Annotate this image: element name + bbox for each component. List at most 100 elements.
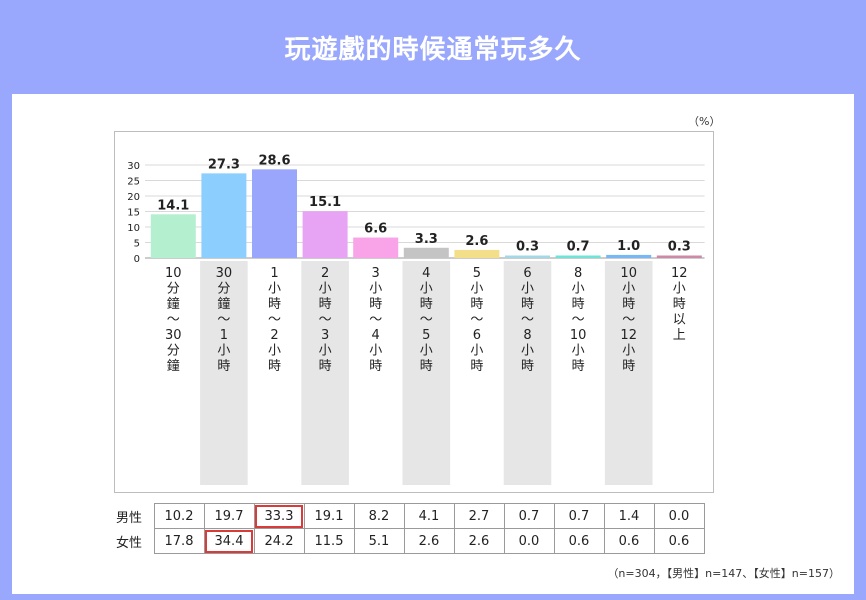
category-label-line: 12 bbox=[620, 328, 637, 343]
category-label-line: 小 bbox=[622, 282, 635, 297]
category-label-line: 時 bbox=[673, 297, 686, 312]
breakdown-cell: 0.7 bbox=[503, 503, 555, 529]
breakdown-row-label: 男性 bbox=[116, 510, 143, 526]
breakdown-row: 女性 17.8 34.4 24.2 11.5 5.1 2.6 2.6 0.0 0.6 0.6 0.6 bbox=[114, 528, 705, 554]
category-label-line: 小 bbox=[673, 282, 686, 297]
breakdown-cell: 17.8 bbox=[153, 528, 205, 554]
category-label: 5 小時～ 6 小時 bbox=[470, 266, 483, 374]
breakdown-cell: 0.7 bbox=[553, 503, 605, 529]
category-label-line: 小 bbox=[369, 282, 382, 297]
breakdown-cell: 0.6 bbox=[603, 528, 655, 554]
category-label-line: 時 bbox=[622, 359, 635, 374]
category-label-line: 3 bbox=[372, 266, 380, 281]
category-label-line: 時 bbox=[622, 297, 635, 312]
category-label-line: 鐘 bbox=[217, 296, 230, 312]
category-label-line: 4 bbox=[422, 266, 430, 281]
chart-frame: 0 5 10 15 20 25 30 14.1 10 分鐘～ 30 分鐘 27.3 30 分鐘～ 1 小時 28.… bbox=[114, 131, 714, 493]
category-label-line: 分 bbox=[167, 282, 180, 297]
data-label: 0.7 bbox=[567, 240, 590, 255]
category-label-line: 2 bbox=[321, 266, 329, 281]
category-label: 4 小時～ 5 小時 bbox=[420, 266, 433, 374]
category-label-line: 時 bbox=[521, 359, 534, 374]
category-label-line: 小 bbox=[319, 344, 332, 359]
category-label-line: 時 bbox=[369, 297, 382, 312]
category-label-line: 時 bbox=[268, 297, 281, 312]
bar bbox=[606, 254, 652, 258]
category-label-line: 時 bbox=[572, 297, 585, 312]
bar bbox=[656, 255, 702, 258]
category-label-line: 小 bbox=[268, 282, 281, 297]
category-label-line: 4 bbox=[372, 328, 380, 343]
data-label: 3.3 bbox=[415, 232, 438, 247]
breakdown-cell: 1.4 bbox=[603, 503, 655, 529]
y-tick-label: 0 bbox=[134, 254, 140, 265]
category-label-line: 10 bbox=[165, 266, 182, 281]
page-title: 玩遊戲的時候通常玩多久 bbox=[284, 35, 582, 65]
shaded-column bbox=[301, 261, 349, 485]
breakdown-cell-highlighted: 33.3 bbox=[253, 503, 305, 529]
breakdown-cell: 8.2 bbox=[353, 503, 405, 529]
category-label-line: 2 bbox=[270, 328, 278, 343]
category-label-line: 小 bbox=[420, 344, 433, 359]
bar bbox=[302, 211, 348, 258]
category-label-line: 8 bbox=[574, 266, 582, 281]
category-label-line: 30 bbox=[216, 266, 233, 281]
category-label: 30 分鐘～ 1 小時 bbox=[216, 266, 233, 374]
data-label: 2.6 bbox=[465, 234, 488, 249]
category-label: 6 小時～ 8 小時 bbox=[521, 266, 534, 374]
breakdown-cell: 10.2 bbox=[153, 503, 205, 529]
y-tick-label: 5 bbox=[134, 239, 140, 250]
breakdown-row-label: 女性 bbox=[116, 535, 143, 551]
y-tick-label: 15 bbox=[127, 208, 140, 219]
category-label-line: 8 bbox=[523, 328, 531, 343]
category-label-line: 5 bbox=[422, 328, 430, 343]
category-label-line: 時 bbox=[268, 359, 281, 374]
category-label-line: 6 bbox=[523, 266, 531, 281]
bar bbox=[505, 255, 550, 258]
y-tick-label: 10 bbox=[127, 223, 140, 234]
breakdown-cell: 5.1 bbox=[353, 528, 405, 554]
category-label-line: 小 bbox=[268, 344, 281, 359]
sample-size-footnote: （n=304，【男性】n=147、【女性】n=157） bbox=[607, 567, 840, 580]
category-label-line: 時 bbox=[420, 297, 433, 312]
data-label: 0.3 bbox=[516, 240, 539, 255]
breakdown-cell: 0.6 bbox=[653, 528, 705, 554]
category-label: 10 分鐘～ 30 分鐘 bbox=[165, 266, 182, 374]
breakdown-cell: 2.7 bbox=[453, 503, 505, 529]
category-label-line: 12 bbox=[671, 266, 688, 281]
category-label-line: ～ bbox=[167, 313, 180, 328]
breakdown-row: 男性 10.2 19.7 33.3 19.1 8.2 4.1 2.7 0.7 0.7 1.4 0.0 bbox=[114, 503, 705, 529]
category-label-line: 以 bbox=[673, 313, 686, 328]
data-label: 14.1 bbox=[157, 198, 189, 213]
category-label-line: 時 bbox=[319, 359, 332, 374]
category-label-line: ～ bbox=[572, 313, 585, 328]
category-label-line: 小 bbox=[217, 344, 230, 359]
category-label-line: 小 bbox=[470, 344, 483, 359]
category-label-line: 時 bbox=[420, 359, 433, 374]
category-label: 12 小時以上 bbox=[671, 266, 688, 343]
bar bbox=[201, 173, 247, 258]
data-label: 27.3 bbox=[208, 157, 240, 172]
category-label-line: 分 bbox=[217, 282, 230, 297]
category-label: 10 小時～ 12 小時 bbox=[620, 266, 637, 374]
category-label-line: 小 bbox=[319, 282, 332, 297]
breakdown-cell: 19.1 bbox=[303, 503, 355, 529]
category-label-line: ～ bbox=[319, 313, 332, 328]
category-label-line: 小 bbox=[622, 344, 635, 359]
category-label-line: 時 bbox=[521, 297, 534, 312]
category-label-line: ～ bbox=[521, 313, 534, 328]
shaded-column bbox=[503, 261, 552, 485]
data-label: 1.0 bbox=[617, 239, 640, 254]
breakdown-cell: 0.6 bbox=[553, 528, 605, 554]
category-label-line: 小 bbox=[369, 344, 382, 359]
category-label-line: 1 bbox=[220, 328, 228, 343]
category-label: 3 小時～ 4 小時 bbox=[369, 266, 382, 374]
breakdown-cell-highlighted: 34.4 bbox=[203, 528, 255, 554]
category-label-line: 10 bbox=[620, 266, 637, 281]
breakdown-cell: 24.2 bbox=[253, 528, 305, 554]
breakdown-cell: 0.0 bbox=[503, 528, 555, 554]
data-label: 15.1 bbox=[309, 195, 341, 210]
bar bbox=[150, 214, 196, 258]
category-label-line: 小 bbox=[420, 282, 433, 297]
category-label-line: ～ bbox=[268, 313, 281, 328]
